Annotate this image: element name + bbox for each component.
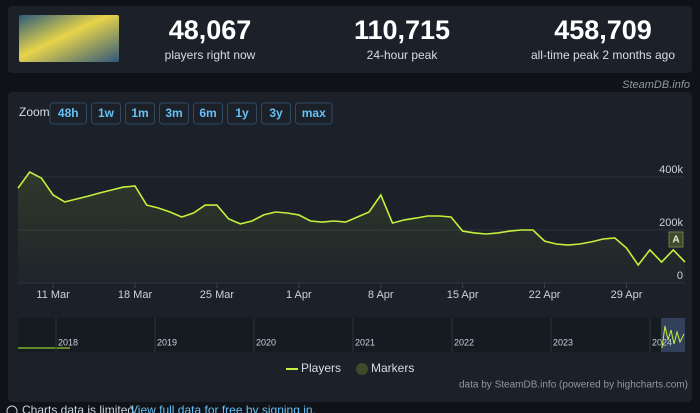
legend-swatch xyxy=(356,363,368,375)
x-tick-label: 1 Apr xyxy=(286,289,312,301)
x-tick-label: 25 Mar xyxy=(200,289,235,301)
stat-label: players right now xyxy=(165,48,256,62)
stats-panel xyxy=(8,6,692,73)
zoom-button-label[interactable]: 3m xyxy=(165,106,182,120)
line xyxy=(17,170,686,267)
marker-flag[interactable] xyxy=(668,231,684,248)
zoom-button[interactable] xyxy=(227,102,257,125)
area xyxy=(18,172,685,283)
zoom-button-label[interactable]: 6m xyxy=(199,106,216,120)
stat-label: all-time peak 2 months ago xyxy=(531,48,675,62)
navigator-window[interactable] xyxy=(661,318,685,352)
credit: data by SteamDB.info (powered by highcha… xyxy=(459,380,688,391)
navigator-label: 2020 xyxy=(256,337,276,347)
zoom-button-label[interactable]: 48h xyxy=(58,106,79,120)
zoom-label: Zoom xyxy=(19,105,50,119)
game-image[interactable] xyxy=(19,15,119,62)
source: SteamDB.info xyxy=(622,79,690,91)
zoom-button[interactable] xyxy=(295,102,333,125)
stat-value: 110,715 xyxy=(354,15,450,45)
y-tick-label: 200k xyxy=(659,217,683,229)
navigator-label: 2018 xyxy=(58,337,78,347)
navigator-label: 2023 xyxy=(553,337,573,347)
zoom-button[interactable] xyxy=(193,102,223,125)
marker-label: A xyxy=(672,235,679,246)
stat-value: 458,709 xyxy=(554,15,652,45)
navigator-label: 2019 xyxy=(157,337,177,347)
y-tick-label: 400k xyxy=(659,164,683,176)
x-tick-label: 18 Mar xyxy=(118,289,153,301)
zoom-button-label[interactable]: 1y xyxy=(235,106,249,120)
notice: Charts data is limited. xyxy=(22,403,137,413)
x-tick-label: 8 Apr xyxy=(368,289,394,301)
legend-label[interactable]: Markers xyxy=(371,361,414,375)
navigator xyxy=(18,318,685,352)
legend-label[interactable]: Players xyxy=(301,361,341,375)
x-tick-label: 11 Mar xyxy=(36,289,70,301)
zoom-button-label[interactable]: 1w xyxy=(98,106,115,120)
stat-value: 48,067 xyxy=(169,15,252,45)
navigator-label: 2022 xyxy=(454,337,474,347)
navigator-line xyxy=(661,325,685,349)
zoom-buttons: 48h 1w 1m 3m 6m 1y 3y max xyxy=(49,102,333,125)
zoom-button-label[interactable]: max xyxy=(302,106,326,120)
legend: Players Markers xyxy=(286,361,414,375)
zoom-button[interactable] xyxy=(159,102,189,125)
zoom-button-label[interactable]: 3y xyxy=(269,106,283,120)
x-tick-label: 22 Apr xyxy=(529,289,561,301)
x-tick-label: 29 Apr xyxy=(611,289,643,301)
zoom-button[interactable] xyxy=(49,102,87,125)
zoom-button-label[interactable]: 1m xyxy=(131,106,148,120)
zoom-button[interactable] xyxy=(125,102,155,125)
navigator-labels: 2018 2019 2020 2021 2022 2023 2024 xyxy=(55,318,672,352)
notice-link[interactable]: View full data for free by signing in. xyxy=(130,403,316,413)
zoom-button[interactable] xyxy=(261,102,291,125)
stat-label: 24-hour peak xyxy=(367,48,439,62)
navigator-label: 2024 xyxy=(652,337,672,347)
zoom-button[interactable] xyxy=(91,102,121,125)
info-icon xyxy=(6,405,18,413)
navigator-label: 2021 xyxy=(355,337,375,347)
x-tick-label: 15 Apr xyxy=(447,289,479,301)
